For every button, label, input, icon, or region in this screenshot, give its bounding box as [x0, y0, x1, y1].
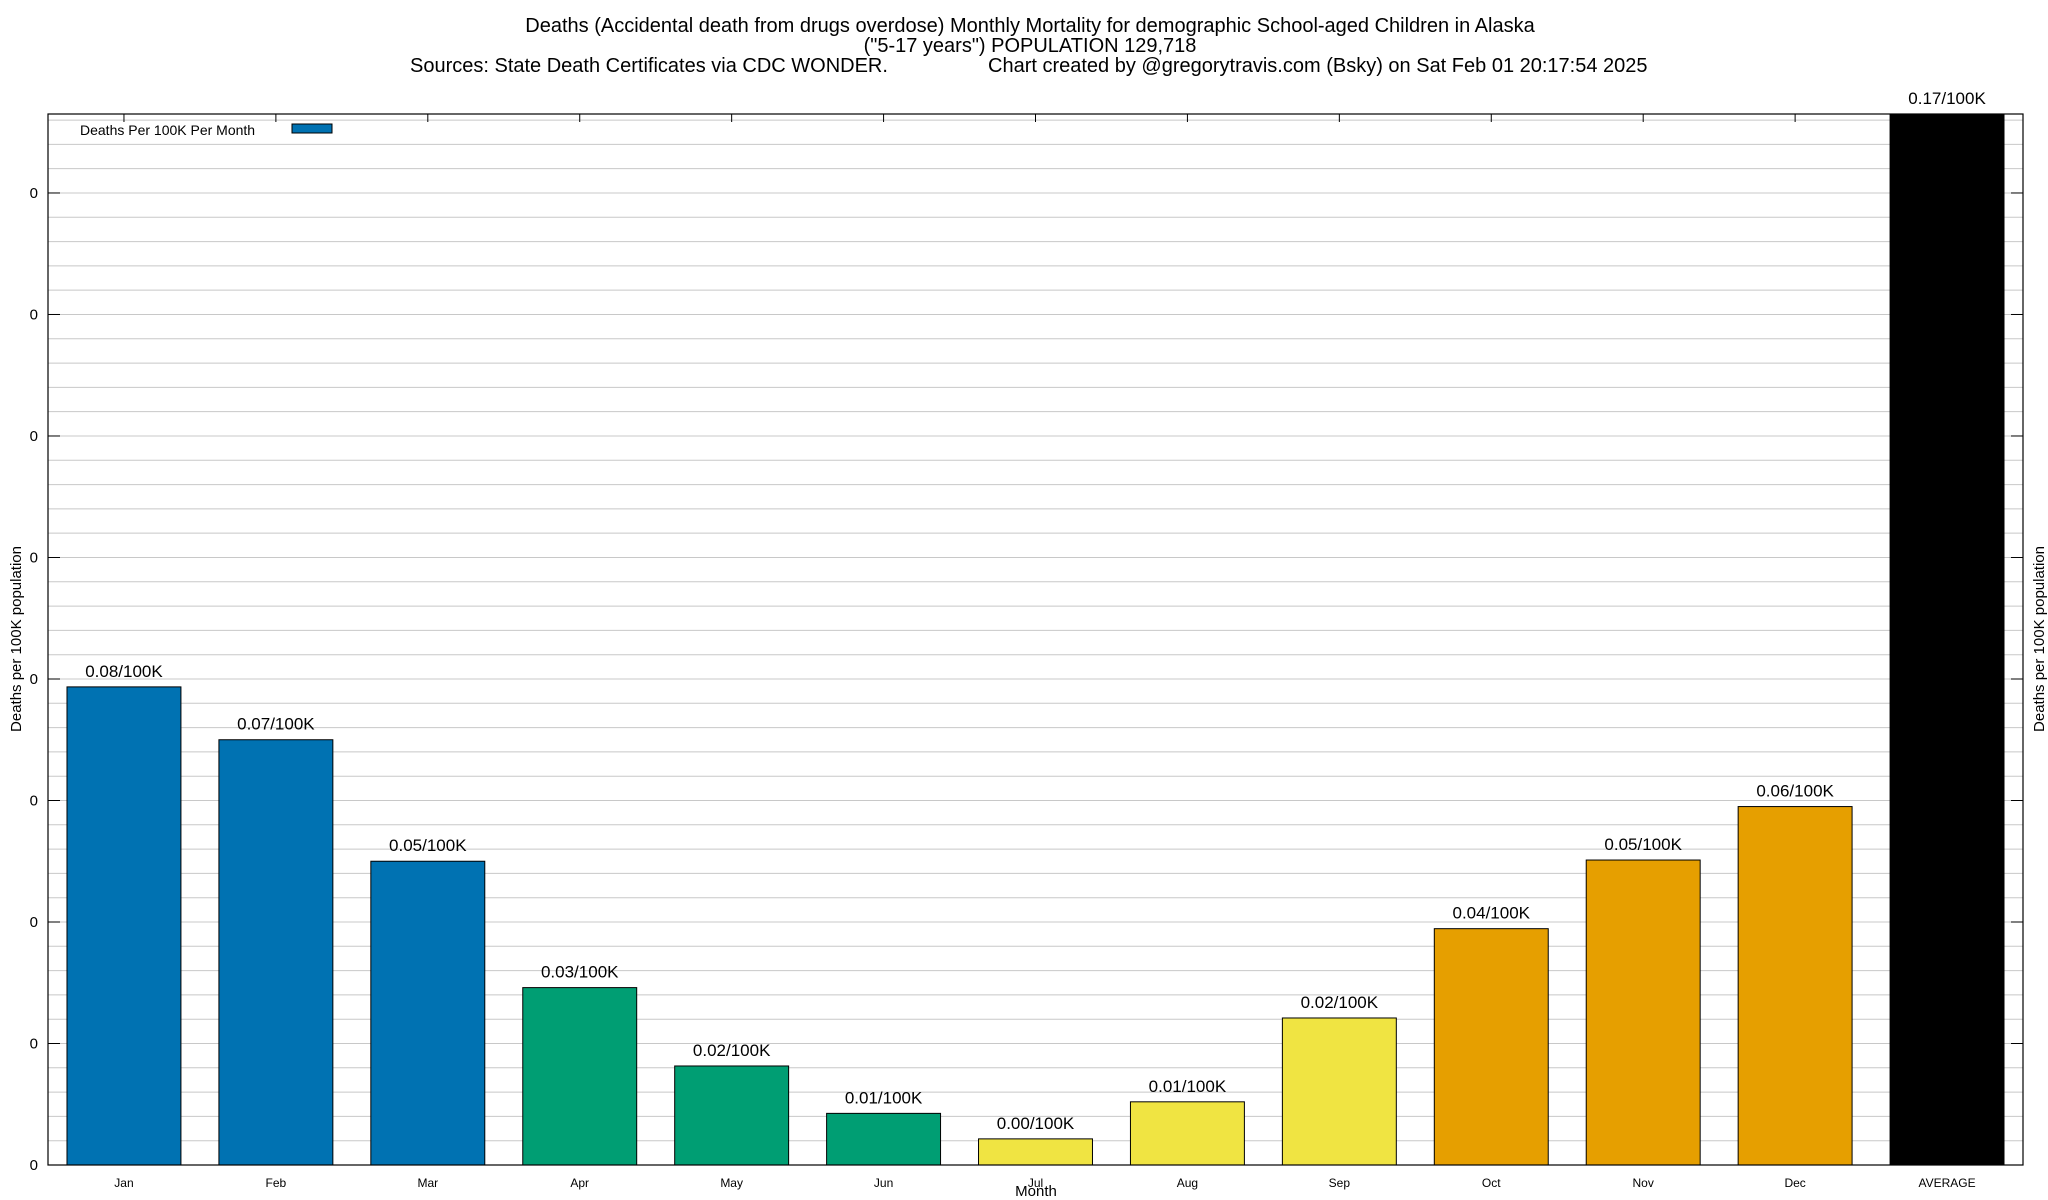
y-tick-label: 0 [30, 792, 38, 809]
x-tick-label: Jul [1028, 1176, 1043, 1190]
x-tick-label: Sep [1329, 1176, 1351, 1190]
x-axis-tick-labels: Jan Feb Mar Apr May Jun Jul Aug Sep Oct Nov Dec AVER… [114, 1176, 1975, 1190]
x-tick-label: AVERAGE [1918, 1176, 1975, 1190]
bar-value-label: 0.00/100K [997, 1114, 1075, 1133]
x-tick-label: Nov [1633, 1176, 1654, 1190]
x-tick-label: Jan [114, 1176, 133, 1190]
bar-dec [1737, 806, 1853, 1166]
y-axis-title: Deaths per 100K population [8, 546, 25, 732]
x-axis-title: Month [1015, 1183, 1057, 1200]
bar-value-label: 0.03/100K [541, 963, 619, 982]
x-tick-label: May [720, 1176, 743, 1190]
x-tick-label: Jun [874, 1176, 893, 1190]
bar-jul [978, 1138, 1093, 1166]
bar-apr [522, 987, 638, 1166]
bar-sep [1281, 1017, 1397, 1166]
grid-lines [48, 119, 2023, 1166]
bar-nov [1585, 859, 1701, 1166]
bar-value-label: 0.05/100K [389, 836, 467, 855]
bar-value-label: 0.07/100K [237, 715, 315, 734]
bar-value-label: 0.02/100K [693, 1041, 771, 1060]
plot-frame [47, 113, 2024, 1166]
y-tick-label: 0 [30, 306, 38, 323]
y2-axis-title: Deaths per 100K population [2031, 546, 2048, 732]
bar-may [674, 1065, 790, 1166]
y-tick-label: 0 [30, 1035, 38, 1052]
x-tick-label: Feb [266, 1176, 287, 1190]
x-tick-label: Oct [1482, 1176, 1501, 1190]
bar-mar [370, 860, 486, 1166]
legend: Deaths Per 100K Per Month [80, 122, 333, 138]
chart-title-line-2: ("5-17 years") POPULATION 129,718 [864, 35, 1197, 57]
chart-source: Sources: State Death Certificates via CD… [410, 55, 888, 77]
bar-value-label: 0.17/100K [1908, 89, 1986, 108]
bar-jun [826, 1112, 942, 1166]
y-tick-label: 0 [30, 671, 38, 688]
bar-aug [1129, 1101, 1245, 1166]
x-tick-label: Apr [570, 1176, 589, 1190]
y-tick-label: 0 [30, 428, 38, 445]
x-tick-label: Dec [1784, 1176, 1805, 1190]
bar-value-label: 0.05/100K [1604, 835, 1682, 854]
chart-title-line-1: Deaths (Accidental death from drugs over… [525, 15, 1535, 37]
y-tick-label: 0 [30, 914, 38, 931]
legend-swatch [291, 123, 333, 134]
bar-average [1889, 113, 2005, 1166]
bar-jan [66, 686, 182, 1166]
y-tick-label: 0 [30, 185, 38, 202]
x-tick-label: Mar [417, 1176, 438, 1190]
y-tick-label: 0 [30, 1157, 38, 1174]
x-tick-label: Aug [1177, 1176, 1198, 1190]
bar-value-label: 0.08/100K [85, 662, 163, 681]
bars [66, 113, 2005, 1166]
bar-value-label: 0.04/100K [1453, 904, 1531, 923]
y-tick-label: 0 [30, 549, 38, 566]
bar-value-label: 0.01/100K [845, 1088, 923, 1107]
bar-oct [1433, 928, 1549, 1166]
bar-feb [218, 739, 334, 1166]
legend-label: Deaths Per 100K Per Month [80, 122, 255, 138]
bar-value-label: 0.06/100K [1756, 782, 1834, 801]
bar-value-label: 0.01/100K [1149, 1077, 1227, 1096]
bar-value-label: 0.02/100K [1301, 993, 1379, 1012]
bar-value-labels: 0.08/100K 0.07/100K 0.05/100K 0.03/100K 0.02… [85, 89, 1986, 1133]
chart-credit: Chart created by @gregorytravis.com (Bsk… [988, 55, 1648, 77]
